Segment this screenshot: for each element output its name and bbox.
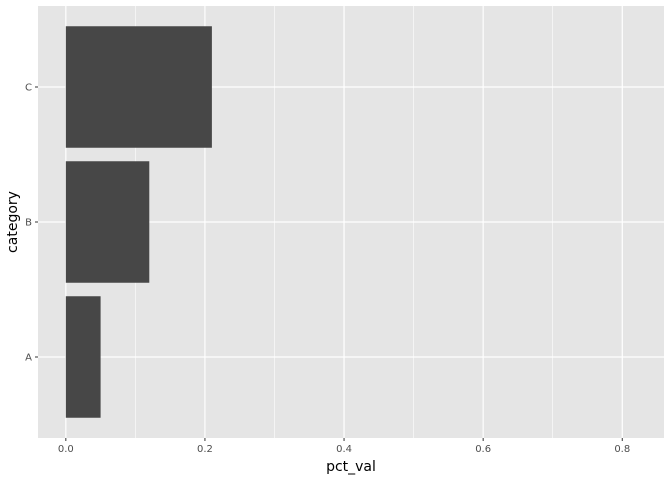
x-tick-label: 0.4 bbox=[336, 444, 352, 455]
x-tick-label: 0.0 bbox=[58, 444, 74, 455]
bar-C bbox=[65, 26, 212, 148]
bar-B bbox=[65, 161, 150, 283]
y-axis-title: category bbox=[5, 191, 21, 253]
bar-A bbox=[65, 296, 101, 418]
x-tick-label: 0.8 bbox=[614, 444, 630, 455]
y-tick-label: B bbox=[25, 218, 32, 229]
x-tick-label: 0.2 bbox=[197, 444, 213, 455]
y-tick-label: A bbox=[25, 353, 32, 364]
y-tick-label: C bbox=[25, 83, 32, 94]
x-axis-title: pct_val bbox=[326, 459, 376, 475]
x-tick-label: 0.6 bbox=[475, 444, 491, 455]
